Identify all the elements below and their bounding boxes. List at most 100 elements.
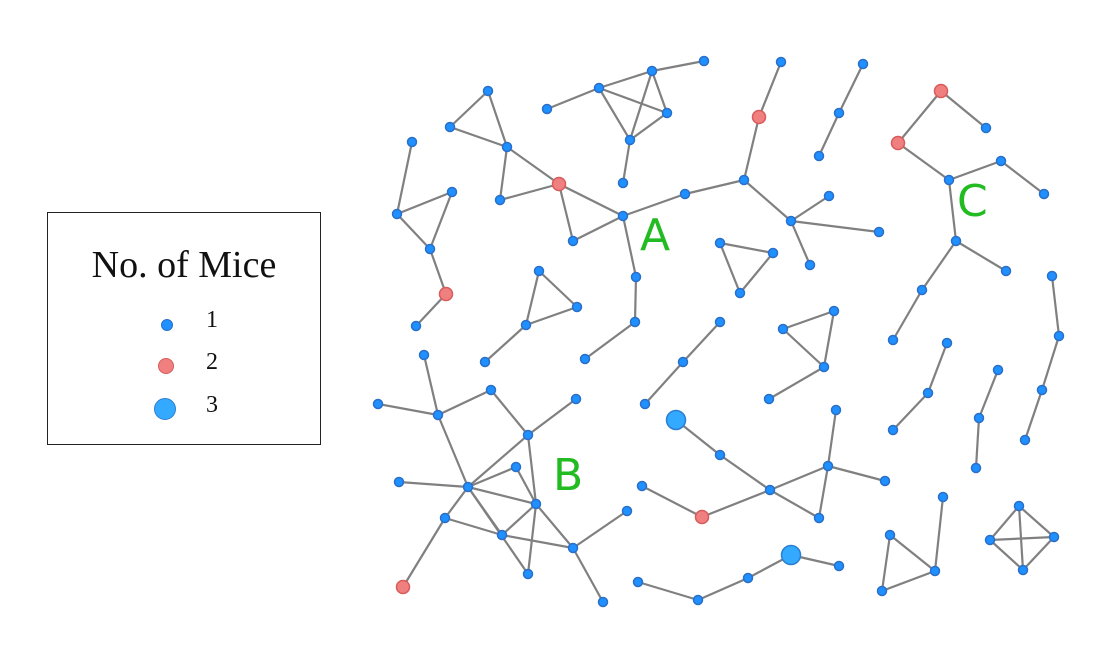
edge-t2-t3 — [598, 69, 653, 90]
node-b11 — [439, 512, 451, 524]
node-b5 — [522, 429, 534, 441]
node-b8 — [462, 481, 474, 493]
node-e4 — [943, 174, 955, 186]
edge-h2-h3 — [1040, 335, 1061, 391]
edge-i4-i2 — [881, 569, 936, 593]
edge-a16-a17 — [633, 276, 638, 323]
edge-b8-b11 — [444, 486, 469, 519]
legend-label-1: 1 — [206, 307, 218, 333]
node-e3 — [890, 135, 906, 151]
edge-s1-s3 — [524, 270, 541, 326]
edge-k2-k3 — [989, 535, 1055, 542]
edge-a12-a15 — [789, 220, 812, 266]
node-a10 — [751, 109, 767, 125]
node-a12 — [785, 215, 797, 227]
node-r4 — [763, 393, 775, 405]
edge-m1-m3 — [718, 242, 742, 294]
cluster-label-b: B — [553, 450, 583, 501]
node-b12 — [496, 529, 508, 541]
edge-a1-a3 — [449, 125, 508, 149]
node-h2 — [1053, 330, 1065, 342]
edge-e3-e4 — [897, 142, 950, 181]
edge-t3-t6 — [650, 70, 669, 114]
edge-e7-e8 — [955, 240, 1007, 272]
edge-b14-b15 — [572, 510, 628, 549]
edge-b14-b16 — [572, 547, 604, 603]
edge-b8-b9 — [398, 480, 469, 489]
edge-e7-e9 — [921, 240, 957, 291]
node-l1 — [406, 136, 418, 148]
edge-a9-a12 — [743, 179, 792, 222]
edge-l2-l4 — [396, 213, 431, 250]
edge-r1-r2 — [782, 309, 835, 331]
node-h4 — [1019, 434, 1031, 446]
edge-e5-e6 — [1000, 160, 1045, 195]
edge-b7-b10 — [515, 466, 537, 505]
edge-s3-s4 — [484, 324, 527, 363]
edge-e9-e10 — [892, 289, 923, 341]
edge-e4-e7 — [947, 179, 958, 242]
node-k3 — [1048, 531, 1060, 543]
node-a14 — [873, 226, 885, 238]
edge-b10-b13 — [526, 503, 538, 575]
edge-n1-n2 — [682, 321, 721, 363]
legend-dot-2 — [158, 358, 174, 374]
node-e7 — [950, 235, 962, 247]
edge-b11-b17 — [402, 517, 446, 588]
node-a9 — [738, 174, 750, 186]
node-h3 — [1036, 384, 1048, 396]
node-d2 — [692, 594, 704, 606]
node-a7 — [617, 210, 629, 222]
edge-e1-e2 — [940, 90, 987, 129]
edge-l3-l4 — [428, 191, 454, 250]
node-a4 — [494, 194, 506, 206]
edge-t3-t4 — [651, 59, 705, 73]
node-k1 — [1013, 500, 1025, 512]
node-a6 — [567, 235, 579, 247]
node-r3 — [818, 361, 830, 373]
edge-a6-a7 — [572, 215, 624, 242]
node-b6 — [570, 393, 582, 405]
edge-m2-m3 — [739, 252, 774, 294]
edge-r3-r4 — [768, 366, 825, 400]
node-c8 — [694, 509, 710, 525]
node-n1 — [714, 316, 726, 328]
edge-a5-a6 — [557, 183, 575, 242]
node-s3 — [520, 319, 532, 331]
node-i3 — [884, 529, 896, 541]
node-l2 — [391, 208, 403, 220]
edge-c4-c6 — [827, 464, 886, 483]
edge-c4-c7 — [817, 465, 830, 519]
edge-q2-q3 — [818, 112, 840, 157]
node-e6 — [1038, 188, 1050, 200]
node-q3 — [813, 150, 825, 162]
node-b4 — [485, 384, 497, 396]
edge-i1-i2 — [933, 496, 945, 572]
node-c9 — [636, 480, 648, 492]
nodes-layer — [372, 55, 1065, 608]
edge-a7-a8 — [622, 192, 686, 218]
node-e5 — [995, 155, 1007, 167]
node-a2 — [482, 85, 494, 97]
legend: No. of Mice 1 2 3 — [47, 212, 321, 445]
edge-d2-d3 — [697, 576, 749, 602]
node-i4 — [876, 585, 888, 597]
node-b7 — [510, 461, 522, 473]
edge-r2-r3 — [822, 310, 836, 368]
node-b13 — [522, 568, 534, 580]
edge-k2-k4 — [989, 539, 1024, 571]
edge-t1-t2 — [546, 86, 600, 111]
node-d4 — [780, 544, 802, 566]
edges-layer — [377, 59, 1061, 603]
edge-a5-a7 — [558, 183, 624, 217]
node-e2 — [980, 122, 992, 134]
node-t1 — [541, 103, 553, 115]
edge-s2-s3 — [525, 305, 578, 327]
edge-a12-a13 — [790, 195, 830, 222]
edge-d1-d2 — [637, 580, 699, 602]
node-m1 — [714, 237, 726, 249]
node-f2 — [922, 387, 934, 399]
legend-item-1: 1 — [48, 307, 320, 341]
node-b17 — [395, 579, 411, 595]
edge-b8-b13 — [467, 486, 529, 575]
